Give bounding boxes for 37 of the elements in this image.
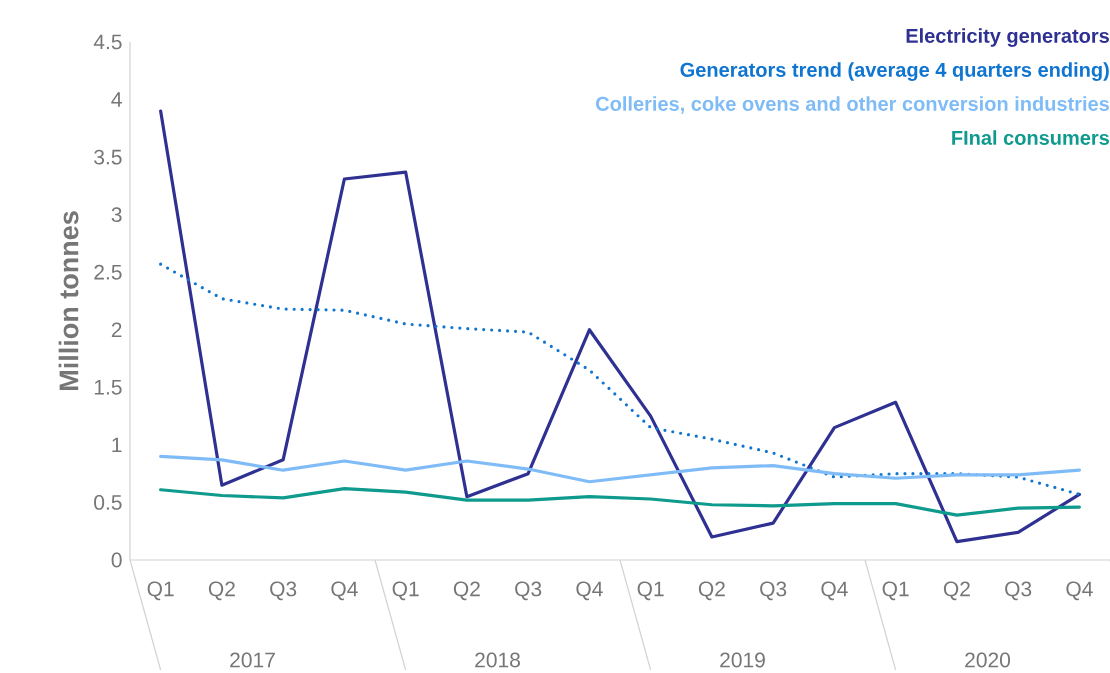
text: FInal consumers: [952, 130, 1109, 145]
text: Colleries, coke ovens and other conversion industries: [596, 96, 1109, 114]
x-tick-label: Q1: [147, 581, 174, 601]
y-tick-label: 2: [111, 322, 122, 338]
y-axis-title: Million tonnes: [58, 211, 79, 390]
x-tick-label: Q4: [576, 581, 603, 601]
x-tick-label: Q1: [392, 581, 419, 601]
line-series: [159, 487, 1081, 517]
text: 2019: [720, 652, 765, 668]
x-tick-label: Q3: [760, 581, 787, 601]
x-tick-label: Q3: [1005, 581, 1032, 601]
x-tick-label: Q2: [943, 581, 970, 601]
text: 2020: [965, 652, 1011, 668]
y-tick-label: 3.5: [94, 149, 122, 165]
y-tick-label: 1.5: [94, 379, 122, 395]
x-tick-label: Q4: [821, 581, 848, 601]
text: Generators trend (average 4 quarters ending): [680, 62, 1109, 81]
text: Electricity generators: [906, 28, 1109, 47]
x-tick-label: Q3: [270, 581, 297, 601]
text: 2018: [475, 652, 520, 668]
x-tick-label: Q4: [331, 581, 358, 601]
x-tick-label: Q2: [698, 581, 725, 601]
x-tick-label: Q3: [515, 581, 542, 601]
y-tick-label: 1: [112, 437, 122, 453]
y-tick-label: 0.5: [94, 495, 122, 510]
x-tick-label: Q4: [1066, 581, 1093, 601]
x-tick-label: Q1: [637, 581, 664, 601]
y-tick-label: 3: [111, 207, 122, 223]
y-tick-label: 4.5: [93, 34, 122, 50]
x-tick-label: Q2: [453, 581, 480, 601]
line-series: [159, 262, 1081, 496]
text: 2017: [230, 652, 275, 668]
x-tick-label: Q2: [208, 581, 235, 601]
x-tick-label: Q1: [882, 581, 909, 601]
y-tick-label: 4: [111, 92, 122, 107]
y-tick-label: 0: [111, 552, 122, 568]
y-tick-label: 2.5: [94, 264, 122, 280]
